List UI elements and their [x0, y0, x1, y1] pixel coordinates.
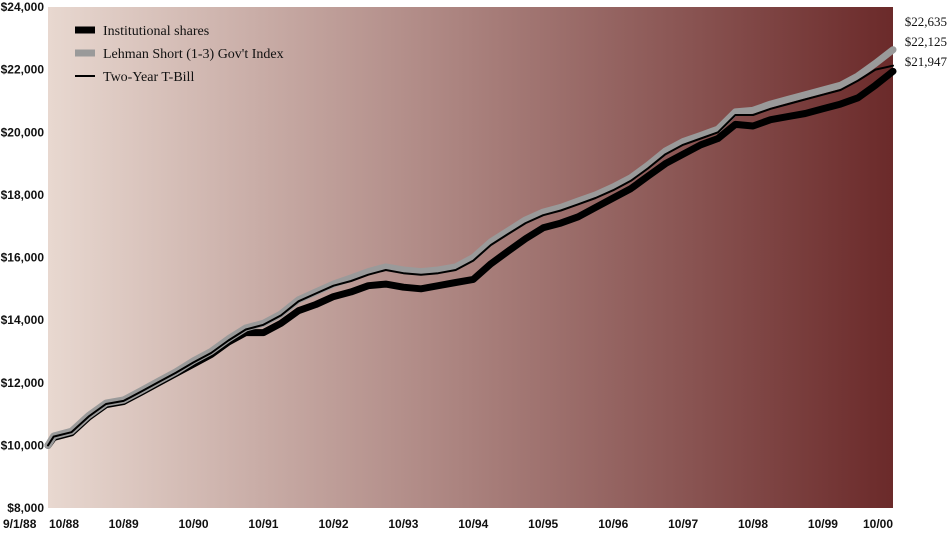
y-tick-label: $20,000 [1, 125, 45, 139]
x-tick-label: 10/98 [738, 517, 768, 531]
x-tick-label: 10/95 [528, 517, 558, 531]
end-value-label: $21,947 [905, 54, 948, 69]
legend-label: Two-Year T-Bill [103, 70, 194, 85]
y-tick-label: $12,000 [1, 376, 45, 390]
legend-label: Lehman Short (1-3) Gov't Index [103, 47, 284, 62]
x-tick-label: 10/89 [109, 517, 139, 531]
x-tick-label: 10/91 [248, 517, 278, 531]
y-axis: $8,000 $10,000 $12,000 $14,000 $16,000 $18,00… [1, 0, 45, 515]
x-tick-label: 10/90 [179, 517, 209, 531]
end-value-label: $22,635 [905, 14, 947, 29]
x-tick-label: 10/94 [458, 517, 488, 531]
series-line-two-year-t-bill [47, 64, 894, 447]
series-layer [44, 46, 897, 449]
x-tick-label: 10/88 [49, 517, 79, 531]
y-tick-label: $10,000 [1, 438, 45, 452]
x-tick-label: 10/92 [318, 517, 348, 531]
y-tick-label: $22,000 [1, 63, 45, 77]
y-tick-label: $14,000 [1, 313, 45, 327]
x-tick-label: 10/99 [808, 517, 838, 531]
x-tick-label: 10/96 [598, 517, 628, 531]
x-tick-label: 10/97 [668, 517, 698, 531]
y-tick-label: $16,000 [1, 251, 45, 265]
y-tick-label: $18,000 [1, 188, 45, 202]
end-labels: $22,635 $22,125 $21,947 [905, 14, 948, 69]
x-tick-label: 10/00 [863, 517, 893, 531]
x-tick-label: 9/1/88 [3, 517, 37, 531]
legend: Institutional shares Lehman Short (1-3) G… [75, 24, 284, 85]
y-tick-label: $24,000 [1, 0, 45, 14]
y-tick-label: $8,000 [7, 501, 44, 515]
end-value-label: $22,125 [905, 34, 947, 49]
x-tick-label: 10/93 [388, 517, 418, 531]
x-axis: 9/1/88 10/88 10/89 10/90 10/91 10/92 10/93 10/9… [3, 517, 893, 531]
legend-label: Institutional shares [103, 24, 209, 39]
